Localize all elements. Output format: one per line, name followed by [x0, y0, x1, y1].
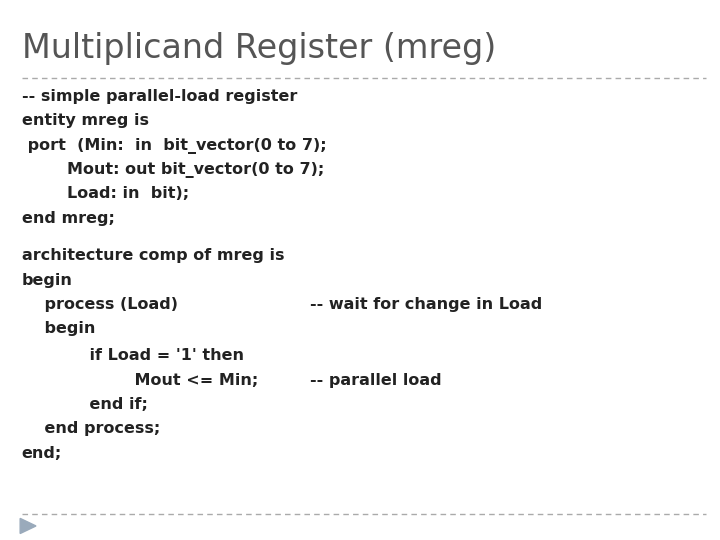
- Text: end if;: end if;: [22, 397, 148, 412]
- Text: -- simple parallel-load register: -- simple parallel-load register: [22, 89, 297, 104]
- Text: end mreg;: end mreg;: [22, 211, 114, 226]
- Text: architecture comp of mreg is: architecture comp of mreg is: [22, 248, 284, 264]
- Text: -- parallel load: -- parallel load: [310, 373, 441, 388]
- Text: port  (Min:  in  bit_vector(0 to 7);: port (Min: in bit_vector(0 to 7);: [22, 138, 326, 154]
- Text: end;: end;: [22, 446, 62, 461]
- Text: -- wait for change in Load: -- wait for change in Load: [310, 297, 542, 312]
- Text: Load: in  bit);: Load: in bit);: [22, 186, 189, 201]
- Text: entity mreg is: entity mreg is: [22, 113, 148, 129]
- Text: process (Load): process (Load): [22, 297, 178, 312]
- Text: Mout <= Min;: Mout <= Min;: [22, 373, 258, 388]
- Text: if Load = '1' then: if Load = '1' then: [22, 348, 243, 363]
- Text: begin: begin: [22, 273, 73, 288]
- Polygon shape: [20, 518, 36, 534]
- Text: Multiplicand Register (mreg): Multiplicand Register (mreg): [22, 32, 496, 65]
- Text: begin: begin: [22, 321, 95, 336]
- Text: Mout: out bit_vector(0 to 7);: Mout: out bit_vector(0 to 7);: [22, 162, 324, 178]
- Text: end process;: end process;: [22, 421, 160, 436]
